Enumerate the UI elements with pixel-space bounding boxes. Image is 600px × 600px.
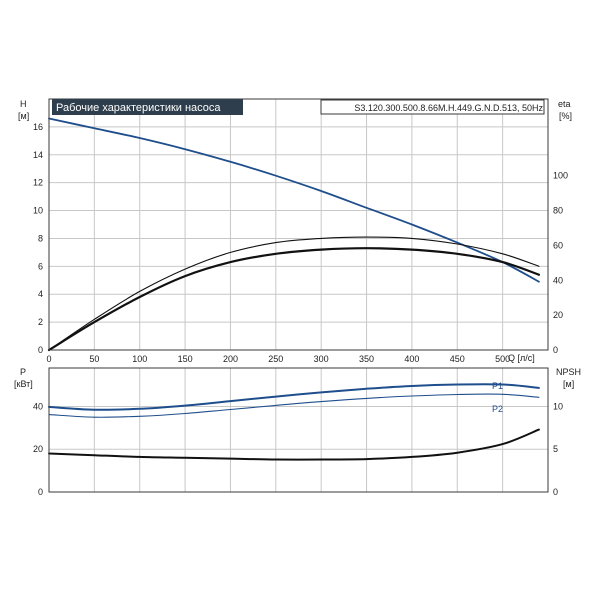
top-panel-tick-labels: 0 50 100 150 200 250 300 350 400 450 5000246810121… (33, 122, 568, 364)
y-axis-label-eta: eta (558, 99, 571, 109)
y-tick-label-head: 10 (33, 206, 43, 216)
y-tick-label-power: 20 (33, 444, 43, 454)
y-tick-label-head: 12 (33, 178, 43, 188)
y-tick-label-eta: 40 (553, 275, 563, 285)
y-tick-label-npsh: 10 (553, 401, 563, 411)
y-tick-label-head: 4 (38, 289, 43, 299)
bottom-panel-series (48, 383, 540, 461)
y-axis-label-npsh: NPSH (556, 367, 581, 377)
y-tick-label-head: 16 (33, 122, 43, 132)
y-tick-label-head: 2 (38, 317, 43, 327)
x-tick-label: 100 (132, 354, 147, 364)
y-tick-label-npsh: 0 (553, 487, 558, 497)
y-tick-label-eta: 100 (553, 171, 568, 181)
y-tick-label-head: 8 (38, 233, 43, 243)
x-tick-label: 150 (178, 354, 193, 364)
series-label-p1: P1 (492, 381, 503, 391)
x-tick-label: 50 (89, 354, 99, 364)
y-tick-label-eta: 60 (553, 240, 563, 250)
x-tick-label: 400 (404, 354, 419, 364)
y-tick-label-head: 0 (38, 345, 43, 355)
npsh-curve (48, 428, 540, 461)
y-axis-label-power: P (20, 367, 26, 377)
chart-title: Рабочие характеристики насоса (56, 102, 221, 114)
y-tick-label-power: 0 (38, 487, 43, 497)
x-tick-label: 0 (46, 354, 51, 364)
chart-title-badge (52, 99, 243, 115)
top-panel-frame (48, 98, 549, 351)
y-tick-label-eta: 80 (553, 206, 563, 216)
x-tick-label: 300 (314, 354, 329, 364)
y-tick-label-power: 40 (33, 401, 43, 411)
series-label-p2: P2 (492, 404, 503, 414)
y-tick-label-npsh: 5 (553, 444, 558, 454)
y-axis-unit-power: [кВт] (14, 379, 33, 389)
y-tick-label-head: 14 (33, 150, 43, 160)
x-axis-label-flow: Q [л/с] (508, 353, 535, 363)
bottom-panel-frame (48, 367, 549, 493)
top-panel-series (47, 117, 540, 352)
y-axis-unit-npsh: [м] (563, 379, 574, 389)
x-tick-label: 200 (223, 354, 238, 364)
y-tick-label-head: 6 (38, 261, 43, 271)
x-tick-label: 450 (450, 354, 465, 364)
y-axis-label-head: H (20, 99, 27, 109)
model-designation: S3.120.300.500.8.66M.H.449.G.N.D.513, 50… (354, 103, 543, 113)
x-tick-label: 250 (268, 354, 283, 364)
efficiency-curve-bold (47, 247, 540, 352)
power-p1-curve (48, 383, 540, 411)
x-tick-label: 350 (359, 354, 374, 364)
y-tick-label-eta: 0 (553, 345, 558, 355)
model-badge (320, 99, 545, 115)
power-p2-curve (48, 393, 540, 418)
x-tick-label: 500 (495, 354, 510, 364)
bottom-panel-tick-labels: 0 20 40 0 5 10 (33, 401, 563, 497)
y-tick-label-eta: 20 (553, 310, 563, 320)
y-axis-unit-eta: [%] (559, 111, 572, 121)
efficiency-curve-thin (48, 236, 540, 351)
y-axis-unit-head: [м] (18, 111, 29, 121)
